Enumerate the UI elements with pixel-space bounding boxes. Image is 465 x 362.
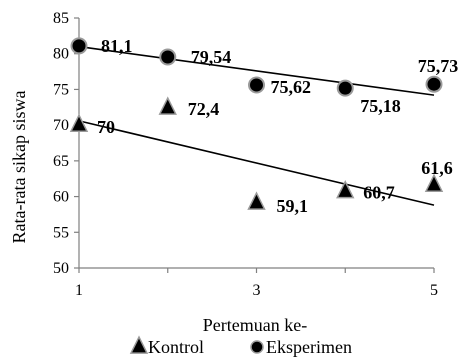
- legend-item-kontrol: Kontrol: [129, 335, 204, 357]
- eksperimen-point: [248, 76, 265, 94]
- triangle-legend-icon: [129, 335, 149, 354]
- eksperimen-data-label: 81,1: [101, 36, 133, 56]
- x-tick-label: 5: [430, 282, 438, 299]
- eksperimen-data-label: 79,54: [191, 47, 232, 67]
- kontrol-point: [424, 173, 444, 192]
- trendline-kontrol: [78, 120, 435, 206]
- kontrol-data-label: 70: [97, 117, 115, 137]
- kontrol-data-label: 72,4: [188, 99, 220, 119]
- eksperimen-point: [70, 37, 88, 55]
- kontrol-point: [158, 96, 177, 115]
- data-markers: [69, 37, 444, 210]
- y-tick-label: 60: [53, 189, 69, 206]
- eksperimen-data-label: 75,18: [360, 96, 401, 116]
- eksperimen-point: [159, 48, 177, 66]
- kontrol-point: [247, 191, 266, 210]
- trendline-eksperimen: [78, 45, 435, 96]
- y-axis-title: Rata-rata sikap siswa: [9, 91, 29, 244]
- eksperimen-point: [336, 79, 354, 97]
- eksperimen-data-label: 75,62: [271, 77, 312, 97]
- x-axis-title: Pertemuan ke-: [203, 315, 307, 335]
- eksperimen-point: [425, 75, 443, 93]
- x-tick-label: 3: [253, 282, 261, 299]
- y-tick-label: 80: [53, 46, 69, 63]
- y-tick-label: 55: [53, 224, 69, 241]
- axes: 50 55 60 65 70 75 80 85 1 3 5: [53, 10, 438, 299]
- x-tick-label: 1: [75, 282, 83, 299]
- legend: Kontrol Eksperimen: [129, 335, 352, 357]
- circle-legend-icon: [250, 340, 264, 354]
- y-tick-label: 70: [53, 117, 69, 134]
- y-tick-label: 65: [53, 153, 69, 170]
- data-labels: 70 72,4 59,1 60,7 61,6 81,1 79,54 75,62 75,18 75,…: [97, 36, 458, 216]
- kontrol-point: [69, 113, 89, 132]
- legend-label-kontrol: Kontrol: [148, 337, 204, 357]
- kontrol-data-label: 59,1: [277, 196, 309, 216]
- y-tick-label: 50: [53, 260, 69, 277]
- kontrol-data-label: 61,6: [421, 158, 453, 178]
- legend-label-eksperimen: Eksperimen: [266, 337, 352, 357]
- kontrol-data-label: 60,7: [363, 183, 395, 203]
- y-tick-label: 85: [53, 10, 69, 27]
- eksperimen-data-label: 75,73: [418, 56, 459, 76]
- y-tick-label: 75: [53, 81, 69, 98]
- trendlines: [78, 45, 435, 206]
- kontrol-point: [336, 179, 355, 199]
- legend-item-eksperimen: Eksperimen: [250, 337, 352, 357]
